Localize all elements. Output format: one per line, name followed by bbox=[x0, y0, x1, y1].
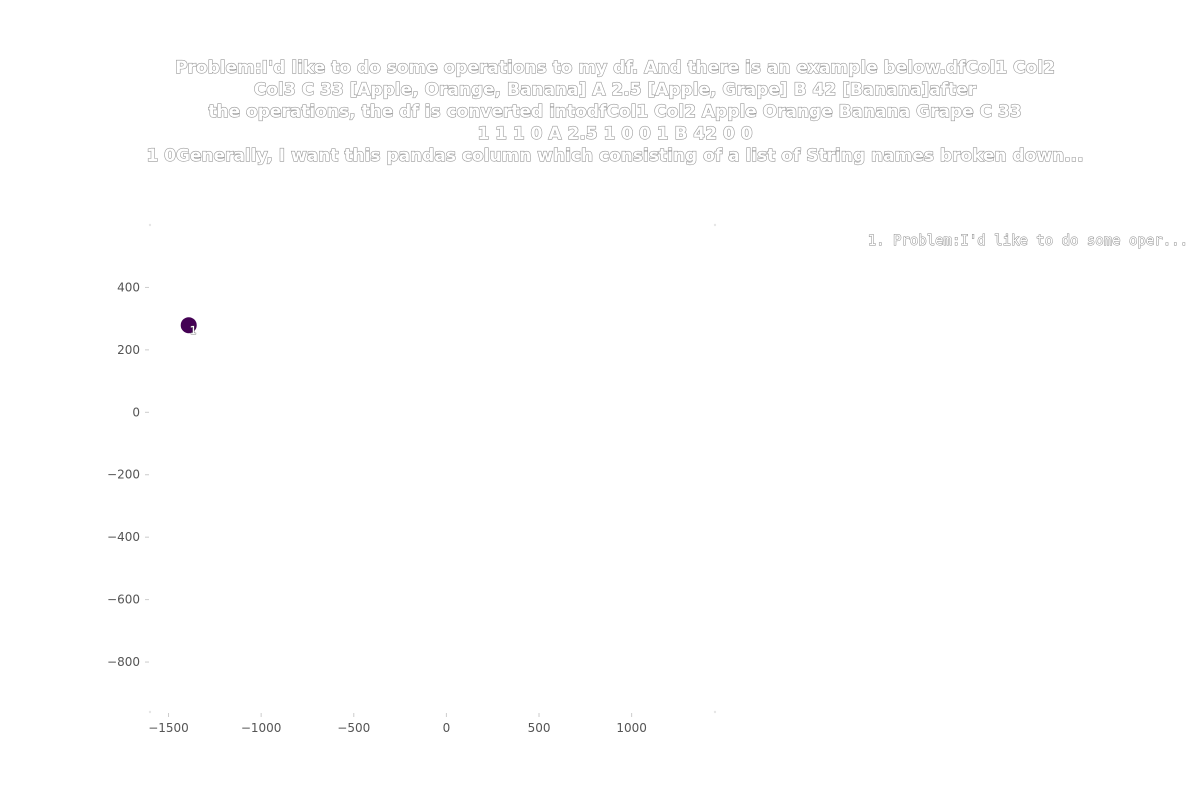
data-point bbox=[180, 317, 197, 334]
y-tick-label: −600 bbox=[107, 593, 140, 607]
y-axis: 400 200 0 −200 −400 −600 −800 bbox=[107, 280, 149, 669]
plot-corner-marker bbox=[713, 710, 717, 714]
title-line: Problem:I'd like to do some operations t… bbox=[175, 58, 1055, 78]
title-line: 1 0Generally, I want this pandas column … bbox=[146, 146, 1083, 166]
y-tick-label: −400 bbox=[107, 530, 140, 544]
x-tick-label: −1500 bbox=[148, 721, 189, 735]
x-tick-label: −500 bbox=[337, 721, 370, 735]
title-line: 1 1 1 0 A 2.5 1 0 0 1 B 42 0 0 bbox=[477, 124, 752, 144]
x-tick-label: −1000 bbox=[241, 721, 282, 735]
y-tick-label: 400 bbox=[117, 280, 140, 294]
plot-frame bbox=[148, 223, 717, 714]
data-point-label: 1 bbox=[190, 324, 197, 337]
data-points: 1 bbox=[180, 317, 197, 338]
legend: 1. Problem:I'd like to do some oper... bbox=[867, 233, 1188, 250]
y-tick-label: 200 bbox=[117, 343, 140, 357]
x-tick-label: 0 bbox=[443, 721, 451, 735]
y-tick-label: −200 bbox=[107, 468, 140, 482]
chart-title: Problem:I'd like to do some operations t… bbox=[146, 57, 1084, 166]
plot-corner-marker bbox=[148, 223, 152, 227]
legend-entry: 1. Problem:I'd like to do some oper... bbox=[868, 233, 1188, 249]
title-line: Col3 C 33 [Apple, Orange, Banana] A 2.5 … bbox=[254, 80, 977, 100]
plot-corner-marker bbox=[713, 223, 717, 227]
y-tick-label: 0 bbox=[132, 405, 140, 419]
x-tick-label: 1000 bbox=[616, 721, 647, 735]
plot-corner-marker bbox=[148, 710, 152, 714]
x-tick-label: 500 bbox=[528, 721, 551, 735]
title-line: the operations, the df is converted into… bbox=[208, 102, 1021, 122]
x-axis: −1500 −1000 −500 0 500 1000 bbox=[148, 713, 647, 735]
y-tick-label: −800 bbox=[107, 655, 140, 669]
